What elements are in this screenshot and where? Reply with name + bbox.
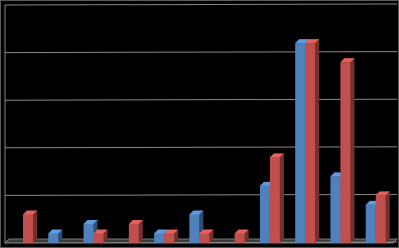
bar-top	[189, 210, 204, 215]
bar-top	[269, 153, 284, 158]
bar-top	[154, 229, 169, 234]
bar-side	[174, 229, 179, 243]
bar	[259, 185, 270, 243]
bar-top	[128, 219, 143, 224]
bar-top	[234, 229, 249, 234]
bar-side	[315, 39, 320, 243]
bar-top	[48, 229, 63, 234]
bar-top	[23, 210, 37, 215]
grid-line	[4, 51, 398, 54]
bar-side	[244, 229, 249, 243]
grid-line	[4, 146, 398, 149]
bar-side	[385, 191, 390, 243]
bar	[93, 233, 104, 243]
bar	[128, 223, 139, 243]
bar	[48, 233, 59, 243]
bar-side	[209, 229, 214, 243]
bar	[83, 223, 94, 243]
bar-top	[295, 39, 310, 44]
bar-side	[33, 210, 37, 243]
bar	[295, 43, 306, 243]
bar	[164, 233, 175, 243]
grid-line	[4, 98, 398, 101]
bar	[365, 204, 376, 243]
bar-side	[58, 229, 63, 243]
bar-top	[340, 58, 355, 63]
bar-side	[103, 229, 108, 243]
bar	[199, 233, 210, 243]
bar-top	[164, 229, 179, 234]
bar	[234, 233, 245, 243]
bar	[154, 233, 165, 243]
bar	[340, 62, 351, 244]
bar-top	[83, 219, 98, 224]
bar-side	[138, 219, 143, 243]
bar-top	[305, 39, 320, 44]
bar-side	[350, 58, 355, 244]
bar	[23, 214, 33, 243]
bar	[189, 214, 200, 243]
bar-top	[375, 191, 390, 196]
bar	[375, 195, 386, 243]
bar-top	[93, 229, 108, 234]
bar-side	[279, 153, 284, 243]
bar	[330, 176, 341, 243]
bar	[305, 43, 316, 243]
bar-top	[199, 229, 214, 234]
grid-line	[4, 3, 398, 6]
bar	[269, 157, 280, 243]
